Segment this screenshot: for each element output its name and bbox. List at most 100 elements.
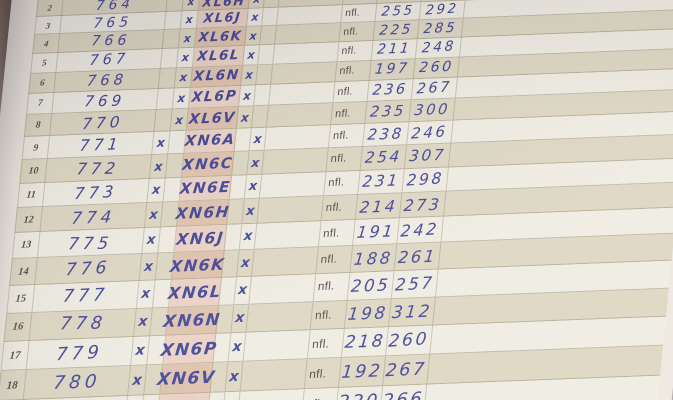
row-number-cell: 16	[3, 312, 33, 341]
row-number-cell: 17	[0, 340, 30, 371]
nfl-label-cell: nfl.	[339, 22, 376, 42]
value-2-cell: 257	[391, 269, 439, 298]
nfl-label: nfl.	[311, 336, 330, 352]
value-1-cell: 198	[344, 298, 392, 328]
x-mark: x	[242, 228, 254, 245]
value-1-cell: 188	[350, 244, 398, 272]
device-code-cell: XP6A	[154, 392, 213, 400]
nfl-label: nfl.	[334, 107, 352, 120]
spacer-cell	[240, 359, 308, 391]
serial-number: 768	[86, 71, 129, 90]
value-1: 254	[364, 147, 403, 168]
spacer-cell	[264, 125, 332, 150]
value-2-cell: 266	[380, 384, 428, 400]
device-code-cell: XN6C	[181, 151, 235, 177]
row-number: 3	[45, 20, 51, 31]
device-code-cell: XN6L	[167, 277, 223, 307]
device-code-cell: XL6V	[186, 107, 239, 130]
row-number: 4	[43, 38, 49, 49]
row-number-cell: 6	[28, 72, 57, 93]
nfl-label: nfl.	[332, 129, 350, 143]
check-post-2-cell	[222, 391, 241, 400]
serial-cell: 775	[37, 228, 145, 258]
nfl-label-cell: nfl.	[313, 272, 351, 301]
device-code: XN6C	[181, 154, 235, 174]
row-number-cell: 5	[30, 52, 59, 73]
spacer-cell	[254, 221, 322, 249]
device-code: XL6N	[192, 67, 241, 85]
device-code: XN6A	[183, 131, 237, 150]
row-number: 8	[35, 120, 41, 131]
nfl-label-cell: nfl.	[319, 220, 356, 247]
device-code-cell: XN6K	[169, 250, 226, 279]
device-code: XL6H	[201, 0, 247, 10]
value-2: 307	[408, 145, 447, 166]
value-2: 300	[413, 100, 451, 120]
nfl-label-cell: nfl.	[304, 358, 342, 389]
spacer-cell	[262, 148, 329, 174]
value-1-cell: 218	[341, 327, 389, 358]
row-number-cell: 10	[19, 158, 48, 183]
value-2-cell: 242	[397, 216, 444, 244]
device-code: XL6V	[187, 109, 237, 128]
value-1: 220	[337, 391, 381, 400]
value-1: 218	[343, 331, 387, 353]
nfl-label: nfl.	[346, 0, 362, 2]
nfl-label: nfl.	[317, 280, 336, 294]
value-1: 197	[374, 60, 411, 79]
value-1: 255	[380, 3, 416, 20]
value-1-cell: 254	[360, 145, 408, 170]
row-number: 6	[39, 77, 46, 88]
spacer-cell	[275, 23, 342, 44]
nfl-label-cell: nfl.	[324, 170, 361, 196]
value-1-cell: 211	[371, 39, 418, 60]
value-2: 260	[418, 59, 455, 77]
value-2-cell: 285	[417, 18, 464, 39]
serial-cell: 776	[35, 254, 143, 284]
value-2-cell: 292	[419, 0, 466, 20]
value-1: 198	[346, 302, 389, 325]
spacer-cell	[269, 82, 336, 105]
row-number-cell: 4	[32, 34, 61, 53]
value-1-cell: 192	[338, 356, 387, 388]
row-number: 5	[41, 57, 48, 68]
value-1: 214	[358, 195, 399, 217]
value-2-cell: 261	[394, 242, 442, 271]
check-pre-2-cell: x	[182, 0, 201, 11]
check-pre-2-cell: x	[180, 10, 199, 29]
x-mark: x	[250, 154, 261, 170]
value-2: 312	[391, 300, 433, 323]
nfl-label-cell: nfl.	[321, 194, 359, 221]
x-mark: x	[174, 112, 184, 127]
value-1: 236	[371, 81, 409, 99]
value-1: 235	[369, 102, 407, 121]
serial-number: 767	[88, 51, 130, 70]
value-1: 231	[361, 171, 401, 192]
spacer-cell	[237, 389, 305, 400]
value-2: 260	[388, 329, 431, 352]
spacer-cell	[259, 171, 327, 198]
device-code-cell: XL6K	[194, 27, 247, 47]
device-code-cell: XN6E	[179, 175, 233, 201]
x-mark: x	[140, 285, 152, 303]
serial-cell: 779	[26, 336, 134, 370]
x-mark: x	[250, 10, 260, 24]
nfl-label-cell: nfl.	[337, 40, 374, 61]
row-number: 13	[20, 239, 32, 251]
value-1-cell: 238	[363, 122, 410, 146]
device-code-cell: XN6V	[156, 362, 217, 394]
value-2: 298	[405, 169, 445, 190]
nfl-label-cell: nfl.	[310, 300, 348, 330]
value-1-cell: 214	[355, 193, 403, 220]
value-2: 242	[400, 219, 441, 241]
nfl-label: nfl.	[308, 366, 328, 381]
x-mark: x	[248, 29, 258, 43]
row-number-cell: 14	[9, 258, 38, 285]
serial-number: 776	[65, 257, 112, 281]
x-mark: x	[234, 310, 246, 327]
spacer-cell	[277, 5, 344, 25]
spacer-cell	[271, 61, 338, 84]
x-mark: x	[246, 48, 256, 62]
serial-number: 770	[81, 112, 125, 133]
nfl-label-cell: nfl.	[326, 146, 363, 171]
